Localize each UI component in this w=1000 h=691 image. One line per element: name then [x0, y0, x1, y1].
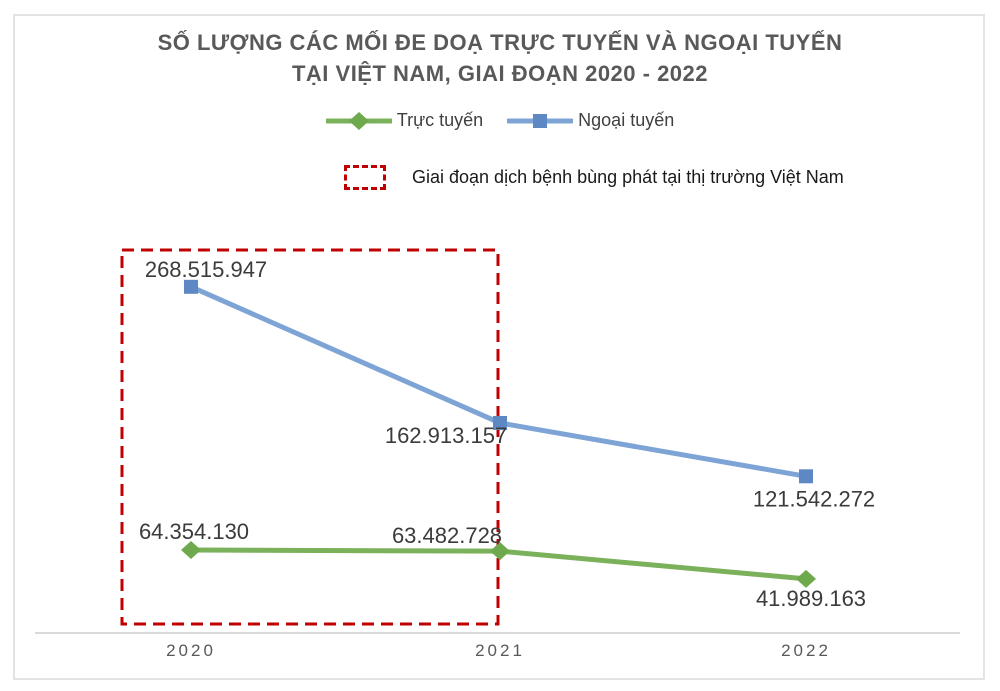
data-point-marker [796, 569, 816, 588]
legend-label-truc-tuyen: Trực tuyến [396, 110, 484, 130]
data-label: 63.482.728 [392, 523, 502, 548]
epidemic-period-label: Giai đoạn dịch bệnh bùng phát tại thị tr… [412, 167, 844, 187]
data-point-marker [184, 279, 198, 294]
epidemic-period-legend: Giai đoạn dịch bệnh bùng phát tại thị tr… [344, 165, 844, 190]
data-point-marker [799, 469, 813, 484]
data-label: 41.989.163 [756, 586, 866, 611]
chart-title-line-1: SỐ LƯỢNG CÁC MỐI ĐE DOẠ TRỰC TUYẾN VÀ NG… [157, 30, 843, 55]
data-label: 64.354.130 [139, 519, 249, 544]
chart-title-line-2: TẠI VIỆT NAM, GIAI ĐOẠN 2020 - 2022 [291, 61, 709, 86]
data-label: 121.542.272 [753, 486, 875, 511]
red-dashed-rectangle-icon [344, 165, 386, 190]
epidemic-period-region [120, 248, 500, 626]
legend-marker [533, 113, 548, 128]
data-label: 268.515.947 [145, 257, 267, 282]
legend-item-ngoai-tuyen: Ngoại tuyến [507, 110, 674, 131]
data-label: 162.913.157 [385, 423, 507, 448]
chart-legend: Trực tuyến Ngoại tuyến [0, 110, 1000, 131]
chart-title: SỐ LƯỢNG CÁC MỐI ĐE DOẠ TRỰC TUYẾN VÀ NG… [0, 27, 1000, 89]
blue-line-square-marker-icon [507, 113, 574, 128]
legend-item-truc-tuyen: Trực tuyến [325, 110, 484, 131]
legend-label-ngoai-tuyen: Ngoại tuyến [578, 110, 675, 130]
green-line-diamond-marker-icon [325, 111, 392, 130]
data-point-marker [490, 542, 510, 561]
data-point-marker [493, 415, 507, 430]
data-point-marker [181, 541, 201, 560]
legend-marker [348, 111, 369, 130]
